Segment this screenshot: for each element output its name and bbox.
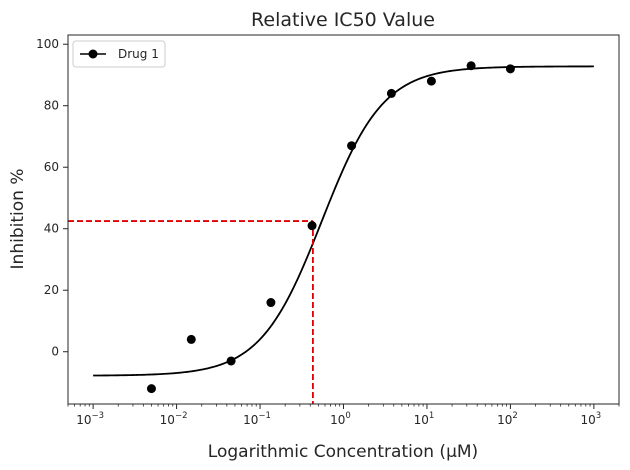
y-tick-label-5: 100	[36, 37, 59, 51]
x-tick-label-base: 10	[414, 413, 429, 427]
chart-title: Relative IC50 Value	[251, 9, 435, 31]
x-axis-label: Logarithmic Concentration (μM)	[208, 442, 478, 462]
data-point-8	[466, 61, 476, 71]
data-point-6	[386, 88, 396, 98]
legend: Drug 1	[72, 40, 166, 68]
x-tick-label-exponent: 1	[429, 411, 434, 421]
data-point-1	[186, 334, 196, 344]
data-point-9	[505, 64, 515, 74]
x-tick-label-5: 102	[497, 411, 518, 427]
y-tick-label-3: 60	[44, 160, 59, 174]
x-tick-label-base: 10	[497, 413, 512, 427]
x-tick-label-3: 100	[330, 411, 351, 427]
y-tick-label-1: 20	[44, 283, 59, 297]
x-tick-label-exponent: 3	[596, 411, 601, 421]
data-point-3	[266, 298, 276, 308]
data-point-7	[426, 76, 436, 86]
x-tick-label-base: 10	[160, 413, 175, 427]
y-axis-label: Inhibition %	[8, 169, 28, 270]
x-tick-label-exponent: −1	[258, 411, 271, 421]
plot-area	[68, 61, 594, 404]
legend-box	[72, 40, 166, 68]
y-tick-label-0: 0	[51, 345, 59, 359]
legend-marker	[88, 49, 98, 59]
x-tick-label-6: 103	[581, 411, 602, 427]
y-tick-label-4: 80	[44, 99, 59, 113]
x-tick-label-4: 101	[414, 411, 435, 427]
x-tick-label-exponent: −2	[175, 411, 188, 421]
data-point-0	[146, 384, 156, 394]
y-axis: 0 20 40 60 80 100	[36, 37, 68, 359]
x-tick-label-exponent: 2	[512, 411, 517, 421]
x-tick-label-exponent: −3	[91, 411, 104, 421]
x-tick-label-base: 10	[330, 413, 345, 427]
legend-label-drug-1: Drug 1	[118, 47, 159, 61]
x-tick-label-base: 10	[243, 413, 258, 427]
x-tick-label-base: 10	[581, 413, 596, 427]
x-tick-label-base: 10	[76, 413, 91, 427]
data-point-2	[226, 356, 236, 366]
x-tick-label-0: 10−3	[76, 411, 104, 427]
x-tick-label-1: 10−2	[160, 411, 188, 427]
x-tick-label-2: 10−1	[243, 411, 271, 427]
data-point-5	[347, 141, 357, 151]
x-axis: 10−3 10−2 10−1 100 101 102 103	[67, 404, 620, 427]
plot-frame	[67, 34, 620, 405]
y-tick-label-2: 40	[44, 222, 59, 236]
x-tick-label-exponent: 0	[345, 411, 350, 421]
data-point-4	[307, 221, 317, 231]
